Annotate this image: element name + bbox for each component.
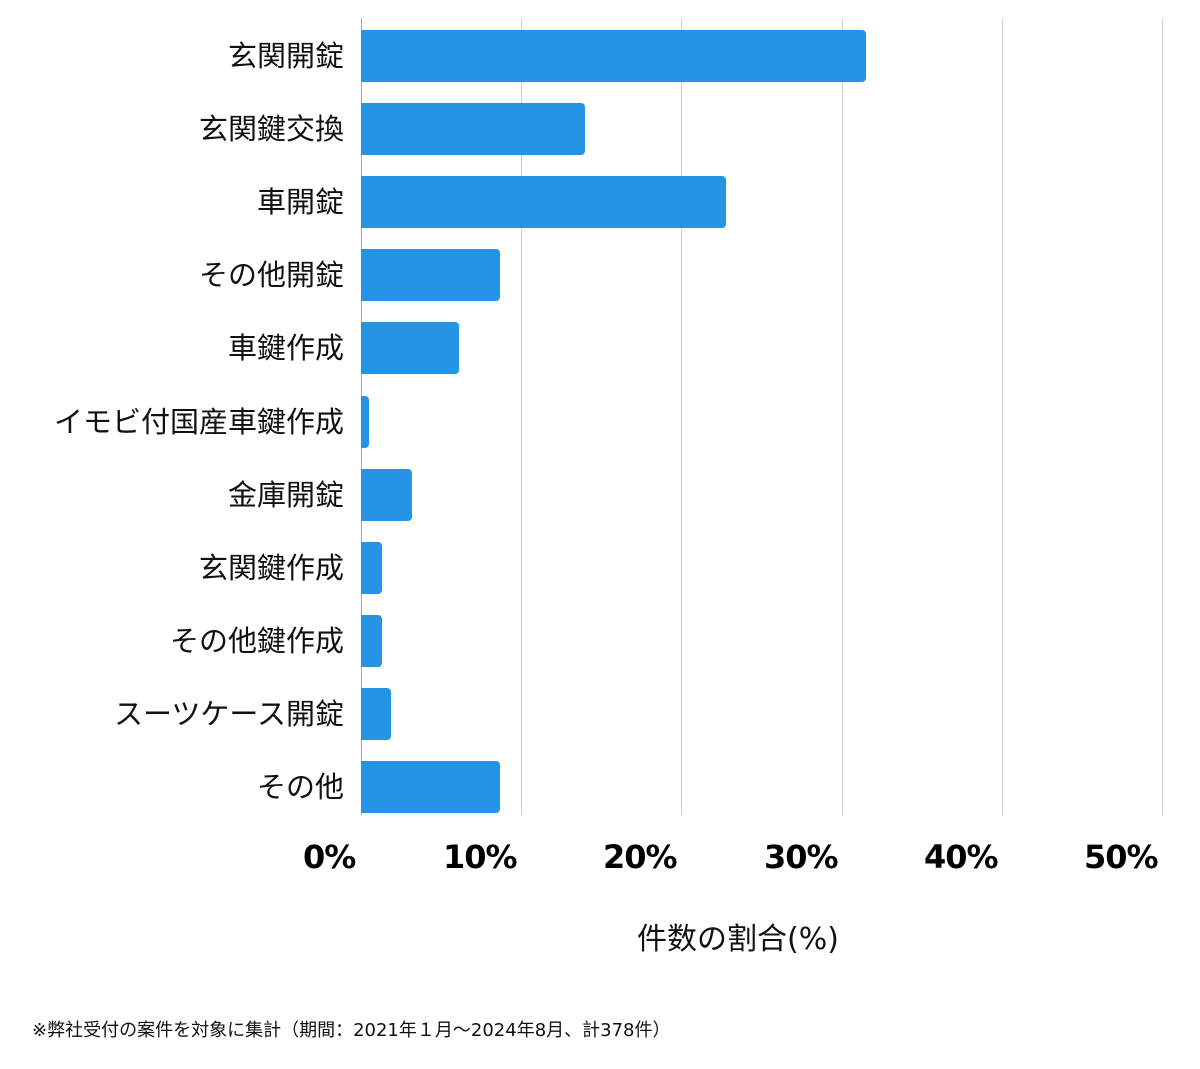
bar: [361, 688, 391, 740]
bar: [361, 30, 866, 82]
gridline: [1162, 18, 1163, 815]
category-label: その他鍵作成: [169, 624, 344, 658]
bar: [361, 396, 369, 448]
category-label: その他: [256, 770, 344, 804]
category-label: 玄関鍵交換: [198, 112, 344, 146]
gridline: [681, 18, 682, 815]
category-label: スーツケース開錠: [114, 697, 344, 731]
category-label: イモビ付国産車鍵作成: [53, 405, 344, 439]
x-tick-label: 20%: [603, 838, 678, 876]
bar: [361, 322, 459, 374]
category-label: その他開錠: [198, 258, 344, 292]
x-tick-label: 10%: [443, 838, 518, 876]
x-tick-label: 30%: [764, 838, 839, 876]
bar: [361, 761, 500, 813]
category-label: 車開錠: [256, 185, 344, 219]
bar: [361, 615, 382, 667]
category-label: 金庫開錠: [227, 478, 344, 512]
x-tick-label: 40%: [924, 838, 999, 876]
bar: [361, 542, 382, 594]
bar: [361, 469, 412, 521]
category-label: 玄関鍵作成: [198, 551, 344, 585]
x-axis-label: 件数の割合(%): [637, 922, 839, 957]
gridline: [1002, 18, 1003, 815]
bar: [361, 176, 726, 228]
x-tick-label: 50%: [1084, 838, 1159, 876]
bar: [361, 103, 585, 155]
category-label: 玄関開錠: [227, 39, 344, 73]
category-label: 車鍵作成: [227, 331, 344, 365]
gridline: [842, 18, 843, 815]
bar: [361, 249, 500, 301]
footnote: ※弊社受付の案件を対象に集計（期間：2021年１月〜2024年8月、計378件）: [32, 1020, 671, 1041]
gridline: [521, 18, 522, 815]
x-tick-label: 0%: [303, 838, 356, 876]
